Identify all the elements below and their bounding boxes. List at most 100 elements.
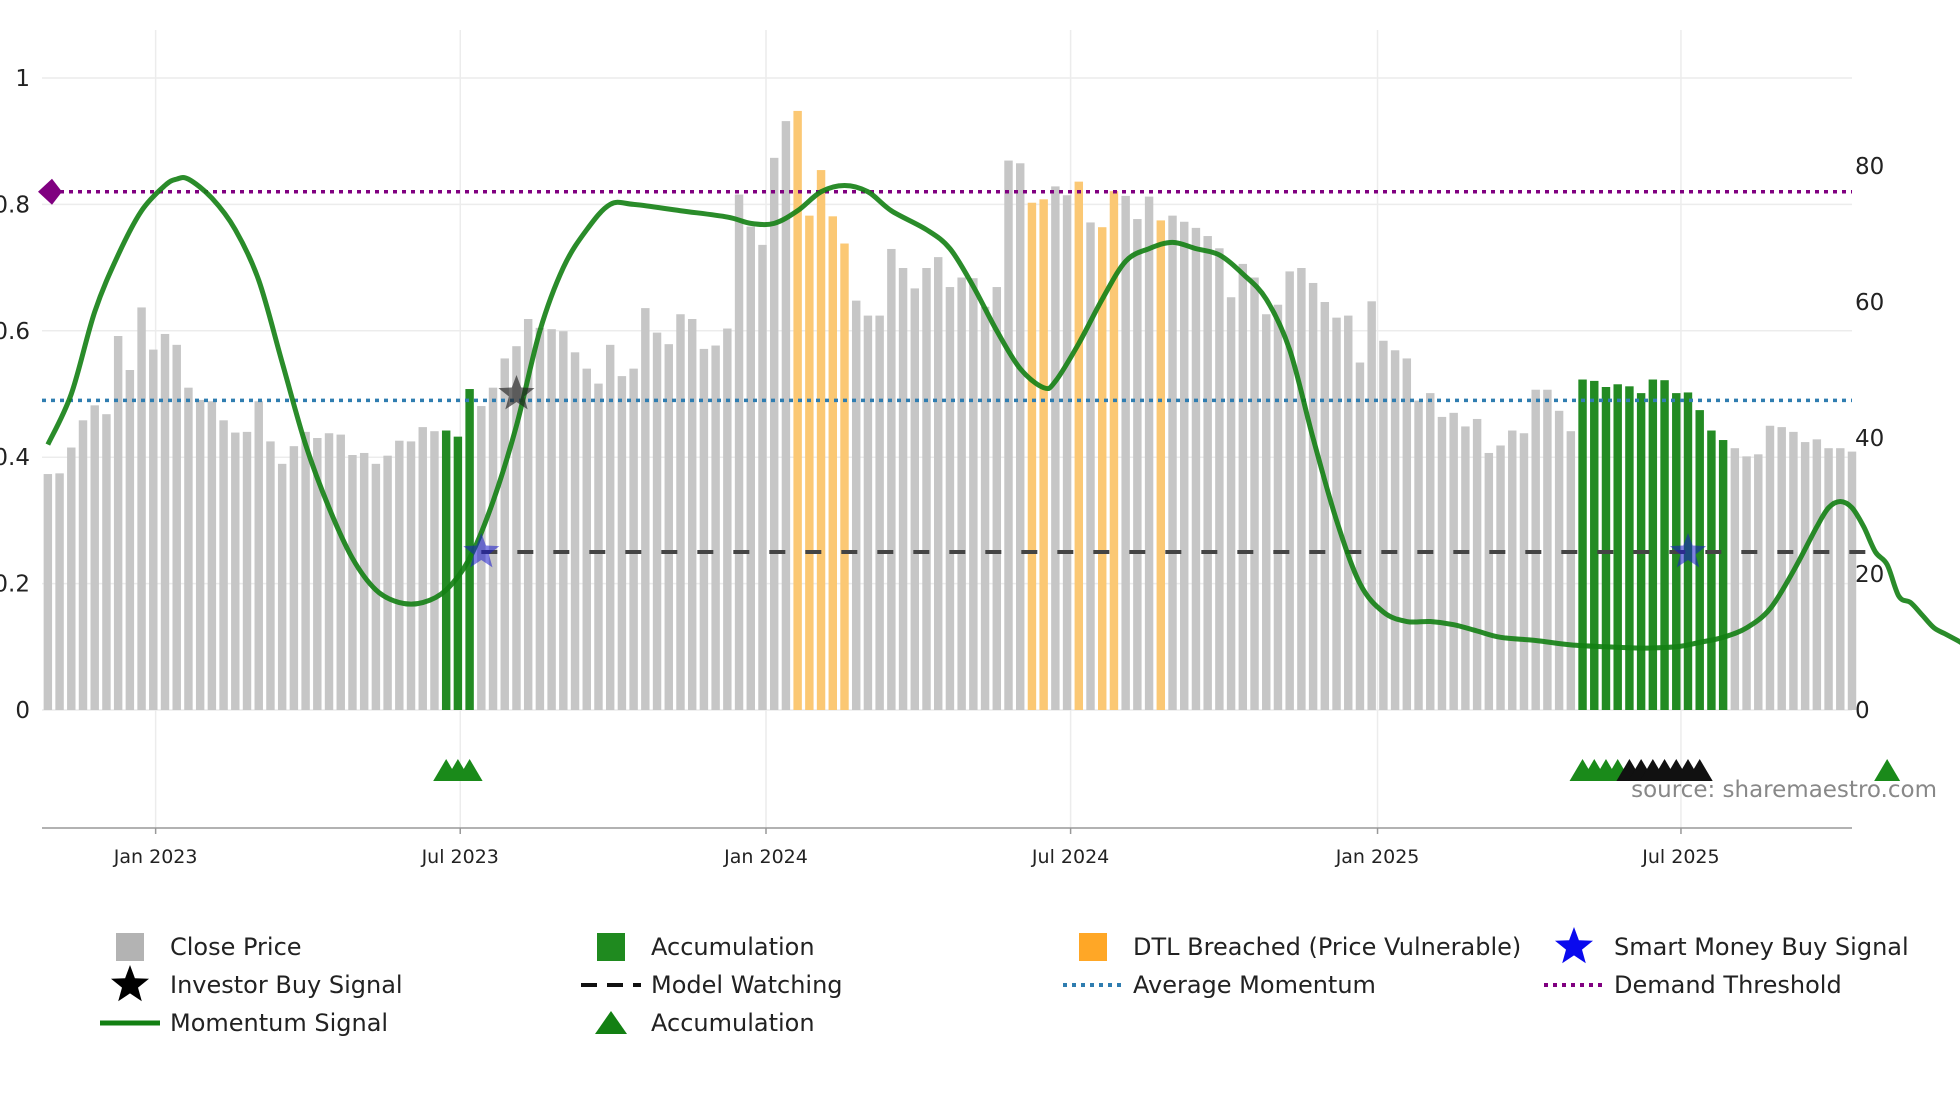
close-price-bar	[78, 420, 88, 710]
dtl-breached-bar	[840, 243, 849, 710]
legend-label: Momentum Signal	[170, 1009, 388, 1037]
close-price-bar	[1320, 302, 1330, 710]
close-price-bar	[1051, 186, 1060, 710]
close-price-bar	[172, 344, 181, 710]
close-price-bar	[969, 278, 978, 710]
close-price-bar	[102, 414, 111, 710]
legend-star-black-icon	[111, 965, 149, 1002]
legend-star-blue-icon	[1555, 927, 1593, 964]
close-price-bar	[242, 431, 252, 710]
close-price-bar	[922, 268, 931, 710]
accumulation-bar	[1625, 386, 1634, 710]
close-price-bar	[617, 376, 627, 710]
legend-label: Investor Buy Signal	[170, 971, 403, 999]
demand-threshold-marker	[38, 178, 62, 205]
close-price-bar	[687, 319, 697, 710]
close-price-bar	[535, 327, 545, 710]
legend-label: Model Watching	[651, 971, 843, 999]
close-price-bar	[1355, 362, 1365, 710]
close-price-bar	[582, 368, 591, 710]
close-price-bar	[1379, 340, 1388, 710]
legend-triangle-green-icon	[595, 1011, 627, 1034]
close-price-bar	[1191, 227, 1201, 710]
close-price-bar	[1508, 430, 1517, 710]
bar-series	[43, 110, 1857, 711]
smart-money-buy-star	[1669, 533, 1707, 568]
close-price-bar	[1765, 425, 1775, 710]
legend-label: Close Price	[170, 933, 302, 961]
legend-square-orange-icon	[1079, 933, 1107, 961]
close-price-bar	[406, 441, 416, 710]
close-price-bar	[1390, 350, 1400, 710]
accumulation-bar	[1590, 380, 1599, 710]
close-price-bar	[184, 387, 193, 710]
legend-square-gray-icon	[116, 933, 144, 961]
close-price-bar	[1742, 456, 1751, 710]
close-price-bar	[1824, 448, 1833, 710]
close-price-bar	[1800, 442, 1810, 710]
close-price-bar	[231, 432, 240, 710]
close-price-bar	[1180, 221, 1189, 710]
y-right-tick-label: 60	[1855, 290, 1884, 316]
close-price-bar	[254, 401, 263, 710]
close-price-bar	[758, 244, 767, 710]
close-price-bar	[1449, 412, 1458, 710]
accumulation-bar	[1613, 384, 1622, 710]
close-price-bar	[1730, 448, 1740, 710]
close-price-bar	[559, 331, 568, 710]
close-price-bar	[746, 226, 755, 710]
close-price-bar	[1062, 195, 1072, 711]
dtl-breached-bar	[1156, 220, 1166, 710]
y-left-tick-label: 0.2	[0, 572, 30, 598]
close-price-bar	[1297, 268, 1306, 710]
close-price-bar	[851, 300, 861, 710]
accumulation-bar	[1601, 387, 1611, 710]
close-price-bar	[266, 441, 275, 710]
legend-label: Smart Money Buy Signal	[1614, 933, 1909, 961]
close-price-bar	[195, 399, 205, 710]
dtl-breached-bar	[793, 110, 802, 711]
smart-money-buy-star	[463, 533, 500, 568]
close-price-bar	[1215, 248, 1224, 710]
x-tick-label: Jul 2025	[1641, 846, 1719, 868]
close-price-bar	[1754, 454, 1763, 710]
dtl-breached-bar	[828, 216, 837, 710]
y-left-tick-label: 0.8	[0, 192, 30, 218]
dtl-breached-bar	[805, 215, 814, 710]
close-price-bar	[898, 268, 908, 710]
close-price-bar	[1203, 236, 1212, 711]
close-price-bar	[43, 474, 53, 710]
close-price-bar	[933, 257, 943, 710]
close-price-bar	[1086, 222, 1095, 710]
close-price-bar	[289, 446, 299, 710]
watermark-text: source: sharemaestro.com	[1631, 777, 1937, 803]
accumulation-bar	[1648, 379, 1658, 710]
close-price-bar	[1285, 271, 1294, 710]
dtl-breached-bar	[1027, 202, 1037, 710]
close-price-bar	[219, 420, 228, 710]
close-price-bar	[1133, 219, 1142, 711]
dtl-breached-bar	[816, 170, 826, 710]
accumulation-bar	[1660, 380, 1669, 710]
close-price-bar	[1531, 389, 1540, 710]
close-price-bar	[55, 473, 64, 710]
close-price-bar	[1016, 163, 1025, 710]
close-price-bar	[1437, 416, 1447, 710]
close-price-bar	[301, 431, 310, 710]
close-price-bar	[1168, 215, 1177, 710]
close-price-bar	[149, 349, 158, 710]
close-price-bar	[1238, 263, 1248, 710]
legend-label: Demand Threshold	[1614, 971, 1842, 999]
close-price-bar	[992, 287, 1002, 710]
close-price-bar	[980, 306, 990, 710]
accumulation-bar	[1578, 379, 1587, 710]
chart-legend: Close Price Accumulation DTL Breached (Pri…	[100, 927, 1909, 1037]
x-tick-label: Jan 2025	[1335, 846, 1420, 868]
close-price-bar	[125, 370, 135, 710]
close-price-bar	[699, 348, 709, 710]
y-left-tick-label: 1	[15, 66, 30, 92]
axes: 0 0.2 0.4 0.6 0.8 1 0 20 40 60 80 Jan 2023 Jul 2023 J…	[0, 66, 1884, 868]
close-price-bar	[1250, 277, 1259, 710]
close-price-bar	[781, 121, 791, 711]
close-price-bar	[1543, 389, 1552, 710]
